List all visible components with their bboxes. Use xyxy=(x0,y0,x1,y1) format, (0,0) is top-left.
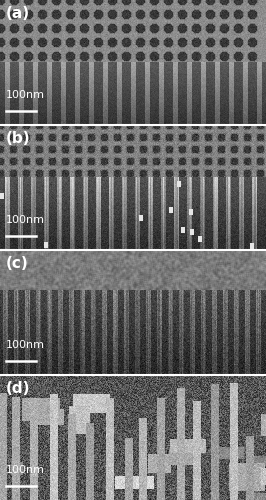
Text: 100nm: 100nm xyxy=(6,340,45,350)
Text: 100nm: 100nm xyxy=(6,465,45,475)
Text: 100nm: 100nm xyxy=(6,215,45,225)
Text: (d): (d) xyxy=(5,381,30,396)
Text: (b): (b) xyxy=(5,131,30,146)
Text: (a): (a) xyxy=(5,6,30,21)
Text: 100nm: 100nm xyxy=(6,90,45,100)
Text: (c): (c) xyxy=(5,256,28,271)
